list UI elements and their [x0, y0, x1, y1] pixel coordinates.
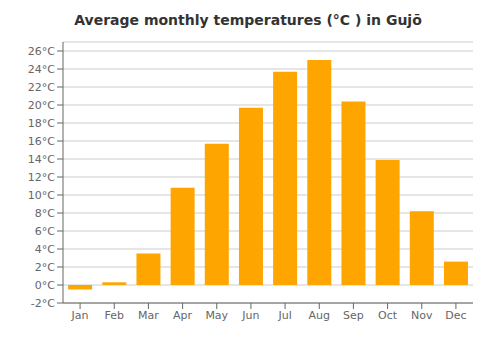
svg-text:8°C: 8°C [35, 207, 55, 220]
svg-text:10°C: 10°C [28, 189, 55, 202]
svg-text:Feb: Feb [105, 309, 124, 322]
svg-text:22°C: 22°C [28, 81, 55, 94]
svg-text:26°C: 26°C [28, 45, 55, 58]
svg-text:Jun: Jun [241, 309, 259, 322]
svg-text:0°C: 0°C [35, 279, 55, 292]
svg-text:4°C: 4°C [35, 243, 55, 256]
svg-text:16°C: 16°C [28, 135, 55, 148]
svg-text:Mar: Mar [138, 309, 159, 322]
svg-text:14°C: 14°C [28, 153, 55, 166]
svg-text:Nov: Nov [411, 309, 433, 322]
svg-text:20°C: 20°C [28, 99, 55, 112]
svg-text:Jan: Jan [71, 309, 89, 322]
svg-text:Oct: Oct [378, 309, 398, 322]
svg-text:Jul: Jul [277, 309, 291, 322]
svg-text:Dec: Dec [445, 309, 466, 322]
svg-text:24°C: 24°C [28, 63, 55, 76]
svg-text:Aug: Aug [309, 309, 330, 322]
svg-text:-2°C: -2°C [31, 297, 55, 310]
svg-text:Apr: Apr [173, 309, 193, 322]
svg-text:May: May [205, 309, 228, 322]
svg-text:2°C: 2°C [35, 261, 55, 274]
svg-text:18°C: 18°C [28, 117, 55, 130]
html-text:Average monthly temperatures (: Average monthly temperatures (°C ) in Gu… [74, 12, 422, 28]
svg-text:Sep: Sep [343, 309, 364, 322]
svg-text:6°C: 6°C [35, 225, 55, 238]
svg-text:12°C: 12°C [28, 171, 55, 184]
